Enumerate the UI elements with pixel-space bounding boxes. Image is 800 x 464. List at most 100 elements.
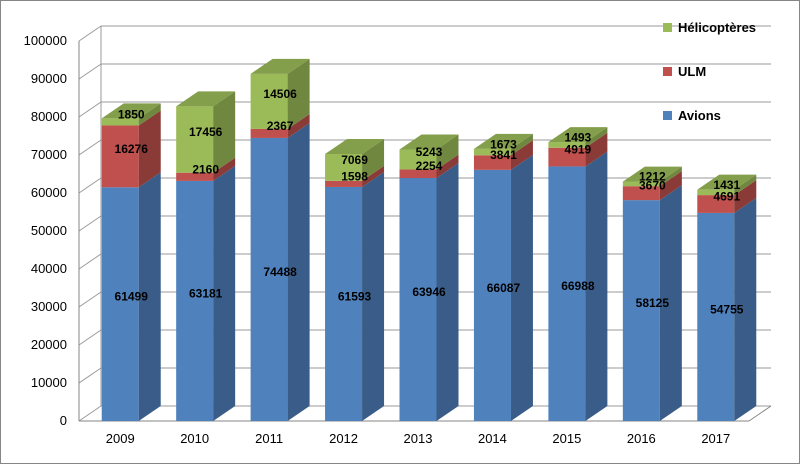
bar-front	[101, 187, 139, 421]
legend-label: Hélicoptères	[678, 20, 756, 35]
x-tick-label: 2016	[627, 431, 656, 446]
bar-side	[213, 157, 236, 181]
data-label-ulm: 3670	[639, 179, 666, 193]
bar-ulm-2016	[622, 171, 682, 201]
bar-side	[585, 127, 608, 148]
gridline-depth	[78, 25, 102, 42]
bar-side	[510, 140, 533, 170]
data-label-avions: 66988	[561, 279, 595, 293]
bar-front	[176, 180, 214, 421]
gridline-depth	[78, 367, 102, 384]
bar-side	[287, 113, 310, 138]
bar-top-2013	[399, 134, 459, 150]
bar-h-licopt-res-2009	[101, 103, 161, 126]
bar-front	[325, 180, 363, 187]
gridline-depth	[78, 253, 102, 270]
bar-h-licopt-res-2015	[548, 127, 608, 148]
bar-side	[362, 139, 385, 181]
bar-front	[399, 149, 437, 170]
legend-label: ULM	[678, 64, 706, 79]
bar-front	[548, 142, 586, 148]
data-label-avions: 74488	[263, 265, 297, 279]
bar-ulm-2015	[548, 132, 608, 167]
bar-side	[362, 171, 385, 421]
bar-front	[101, 125, 139, 188]
bar-front	[325, 154, 363, 181]
x-tick-label: 2015	[552, 431, 581, 446]
bar-front	[622, 200, 660, 421]
data-label-avions: 61593	[338, 289, 372, 303]
data-label-h-licopt-res: 7069	[341, 153, 368, 167]
data-label-ulm: 2254	[416, 159, 443, 173]
x-tick-label: 2010	[180, 431, 209, 446]
data-label-avions: 61499	[115, 290, 149, 304]
data-label-h-licopt-res: 5243	[416, 145, 443, 159]
data-label-ulm: 16276	[115, 142, 149, 156]
bar-side	[138, 172, 161, 421]
bar-avions-2016	[622, 185, 682, 421]
legend-item: ULM	[663, 64, 706, 79]
legend-item: Avions	[663, 108, 721, 123]
data-label-ulm: 4691	[713, 190, 740, 204]
bar-side	[659, 171, 682, 201]
bar-top-2011	[250, 58, 310, 74]
bar-top-2017	[697, 174, 757, 190]
bar-side	[287, 58, 310, 129]
bar-avions-2010	[176, 165, 236, 421]
bar-avions-2015	[548, 151, 608, 421]
bar-h-licopt-res-2014	[473, 133, 533, 156]
gridline-depth	[78, 215, 102, 232]
gridline-depth	[78, 291, 102, 308]
y-tick-label: 50000	[31, 223, 67, 238]
bar-front	[473, 169, 511, 421]
bar-ulm-2017	[697, 180, 757, 213]
bar-side	[659, 166, 682, 187]
bar-front	[697, 195, 735, 213]
data-label-h-licopt-res: 1673	[490, 138, 517, 152]
bar-front	[473, 148, 511, 156]
data-labels: 61499 16276 1850 63181 2160 17456 74488 2367 145…	[115, 87, 744, 317]
gridline-depth	[78, 177, 102, 194]
bar-front	[250, 73, 288, 129]
data-label-h-licopt-res: 1212	[639, 169, 666, 183]
bar-side	[287, 122, 310, 421]
bar-ulm-2012	[325, 165, 385, 187]
floor-edge	[748, 405, 772, 422]
bar-side	[213, 165, 236, 421]
bar-side	[659, 185, 682, 421]
data-label-avions: 54755	[710, 302, 744, 316]
bar-ulm-2014	[473, 140, 533, 170]
bar-ulm-2013	[399, 154, 459, 179]
gridline-depth	[78, 63, 102, 80]
bar-top-2009	[101, 103, 161, 119]
y-tick-label: 70000	[31, 147, 67, 162]
bar-top-2014	[473, 133, 533, 149]
bar-front	[622, 181, 660, 187]
bar-front	[548, 166, 586, 421]
data-label-ulm: 3841	[490, 148, 517, 162]
bar-h-licopt-res-2010	[176, 91, 236, 173]
bar-front	[325, 186, 363, 421]
gridline-depth	[78, 405, 102, 422]
bar-side	[213, 91, 236, 173]
data-label-h-licopt-res: 17456	[189, 125, 223, 139]
bar-h-licopt-res-2017	[697, 174, 757, 196]
bar-avions-2017	[697, 197, 757, 421]
bar-side	[734, 180, 757, 213]
bar-side	[436, 154, 459, 179]
bar-ulm-2010	[176, 157, 236, 181]
y-tick-label: 10000	[31, 375, 67, 390]
y-tick-label: 90000	[31, 71, 67, 86]
y-tick-label: 80000	[31, 109, 67, 124]
bar-h-licopt-res-2016	[622, 166, 682, 187]
gridline-depth	[78, 139, 102, 156]
bar-h-licopt-res-2011	[250, 58, 310, 129]
bar-front	[101, 118, 139, 126]
bar-avions-2013	[399, 163, 459, 422]
bar-ulm-2011	[250, 113, 310, 138]
bar-ulm-2009	[101, 110, 161, 188]
bar-avions-2012	[325, 171, 385, 421]
bar-front	[697, 189, 735, 196]
